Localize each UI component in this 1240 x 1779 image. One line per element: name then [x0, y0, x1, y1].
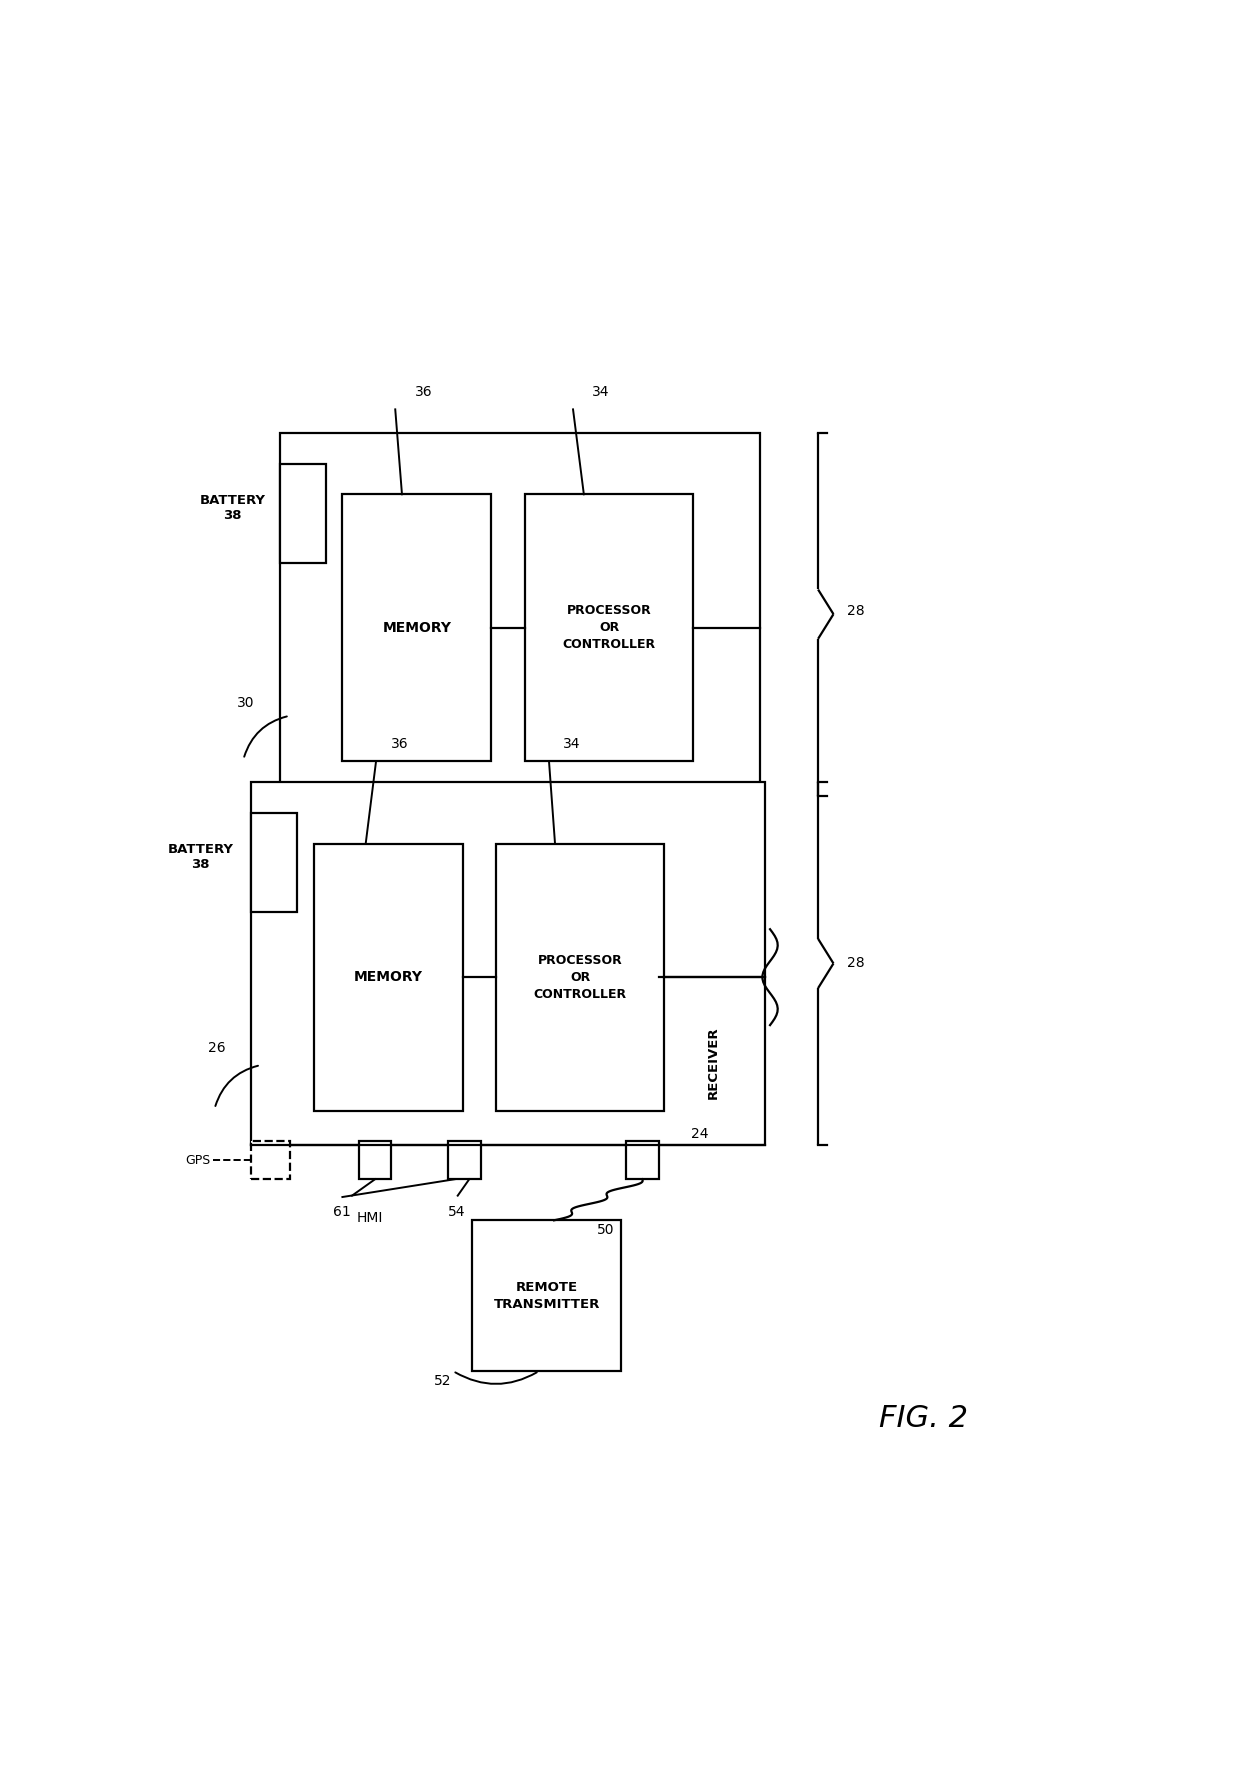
Text: 36: 36: [414, 384, 432, 398]
Text: 61: 61: [332, 1204, 351, 1219]
Text: 28: 28: [847, 955, 864, 970]
Text: BATTERY
38: BATTERY 38: [200, 495, 265, 521]
Text: 30: 30: [237, 696, 254, 710]
Text: MEMORY: MEMORY: [353, 970, 423, 984]
Text: 34: 34: [563, 737, 580, 751]
Bar: [496, 843, 665, 1110]
Bar: [250, 783, 765, 1146]
Text: 24: 24: [691, 1128, 709, 1140]
Bar: [448, 1140, 481, 1179]
Bar: [472, 1220, 621, 1372]
Text: 50: 50: [596, 1222, 615, 1236]
Text: REMOTE
TRANSMITTER: REMOTE TRANSMITTER: [494, 1281, 600, 1311]
Bar: [626, 1140, 658, 1179]
Bar: [250, 1140, 290, 1179]
Text: 26: 26: [208, 1041, 226, 1055]
Bar: [314, 843, 463, 1110]
Text: BATTERY
38: BATTERY 38: [167, 843, 234, 872]
Text: MEMORY: MEMORY: [382, 621, 451, 635]
Bar: [342, 495, 491, 761]
Bar: [280, 432, 760, 795]
Text: 28: 28: [847, 603, 864, 617]
Text: PROCESSOR
OR
CONTROLLER: PROCESSOR OR CONTROLLER: [533, 954, 626, 1000]
Text: 34: 34: [593, 384, 610, 398]
Text: PROCESSOR
OR
CONTROLLER: PROCESSOR OR CONTROLLER: [563, 605, 656, 651]
Text: 36: 36: [391, 737, 408, 751]
Bar: [280, 464, 326, 562]
Text: HMI: HMI: [357, 1211, 383, 1224]
Text: 54: 54: [448, 1204, 465, 1219]
Text: GPS: GPS: [186, 1153, 211, 1167]
Text: 52: 52: [434, 1373, 451, 1388]
Text: RECEIVER: RECEIVER: [707, 1026, 719, 1099]
Bar: [250, 813, 298, 913]
Bar: [525, 495, 693, 761]
Text: FIG. 2: FIG. 2: [879, 1404, 968, 1434]
Bar: [358, 1140, 392, 1179]
